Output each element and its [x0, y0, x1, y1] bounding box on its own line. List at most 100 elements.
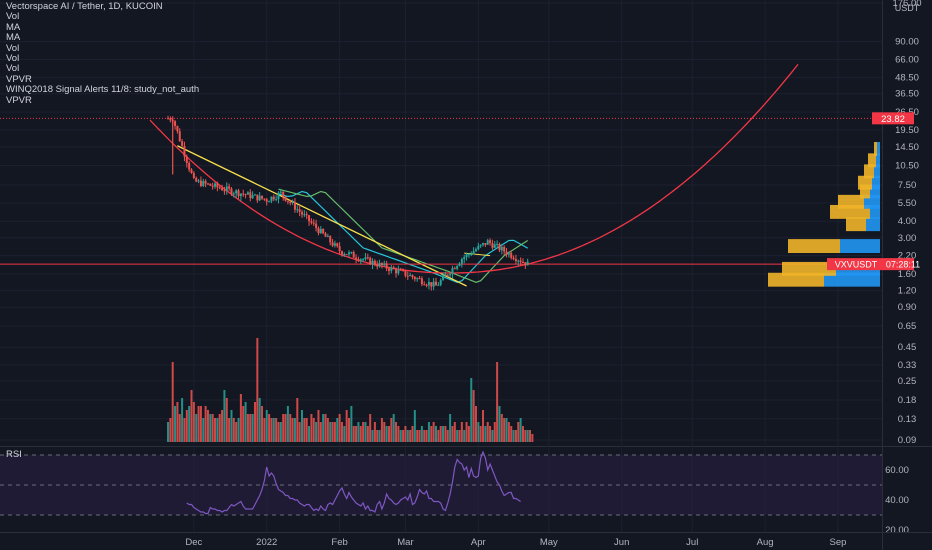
vpvr-bar-up: [824, 272, 880, 287]
volume-bar: [265, 410, 268, 442]
candle-body: [359, 259, 362, 261]
volume-bar: [174, 406, 177, 442]
volume-bar: [514, 430, 517, 442]
rsi-legend[interactable]: RSI: [6, 449, 22, 460]
candle-body: [176, 125, 179, 132]
candle-body: [199, 180, 202, 187]
candle-body: [463, 257, 466, 259]
volume-bar: [176, 402, 179, 442]
volume-bar: [239, 394, 242, 442]
time-axis-label: May: [540, 537, 558, 548]
high-price-marker-label: 23.82: [881, 114, 905, 125]
legend-indicator-vol[interactable]: Vol: [6, 42, 20, 54]
legend-indicator-signal[interactable]: WINQ2018 Signal Alerts 11/8: study_not_a…: [6, 84, 200, 96]
price-tick-label: 90.00: [895, 37, 919, 48]
volume-bar: [521, 426, 524, 442]
volume-bar: [519, 418, 522, 442]
candle-body: [383, 263, 386, 266]
price-tick-label: 14.50: [895, 142, 919, 153]
price-tick-label: 36.50: [895, 89, 919, 100]
candle-body: [279, 191, 282, 193]
volume-bar: [387, 426, 390, 442]
legend-indicator-vol[interactable]: Vol: [6, 11, 20, 23]
price-tick-label: 0.13: [898, 414, 917, 425]
volume-bar: [272, 418, 275, 442]
candle-body: [298, 209, 301, 212]
volume-bar: [432, 422, 435, 442]
candle-body: [202, 181, 205, 187]
candle-body: [230, 188, 233, 195]
volume-bar: [284, 414, 287, 442]
candle-body: [350, 252, 353, 254]
volume-bar: [458, 430, 461, 442]
legend-indicator-vol[interactable]: Vol: [6, 63, 20, 75]
time-axis-label: Jul: [686, 537, 698, 548]
vpvr-bar-up: [876, 153, 880, 168]
volume-bar: [489, 426, 492, 442]
volume-bar: [282, 414, 285, 442]
volume-bar: [439, 426, 442, 442]
legend-indicator-vol[interactable]: Vol: [6, 53, 20, 65]
price-axis[interactable]: 176.0090.0066.0048.5036.5026.5019.5014.5…: [827, 0, 922, 536]
legend-indicator-vpvr[interactable]: VPVR: [6, 94, 32, 106]
symbol-price-marker: [827, 258, 914, 271]
candle-body: [418, 278, 421, 280]
volume-bar: [305, 418, 308, 442]
trendline: [177, 145, 467, 287]
price-tick-label: 10.50: [895, 161, 919, 172]
volume-bar: [460, 422, 463, 442]
volume-bar: [183, 418, 186, 442]
volume-bar: [286, 406, 289, 442]
volume-bar: [348, 418, 351, 442]
candle-body: [291, 201, 294, 203]
volume-bar: [221, 410, 224, 442]
volume-bar: [399, 430, 402, 442]
volume-bar: [197, 406, 200, 442]
volume-bar: [449, 414, 452, 442]
candle-body: [270, 196, 273, 202]
volume-bar: [246, 414, 249, 442]
candle-body: [228, 186, 231, 189]
vpvr-bar-up: [877, 142, 880, 156]
candle-body: [324, 233, 327, 237]
candle-body: [312, 222, 315, 224]
legend-indicator-ma[interactable]: MA: [6, 21, 21, 33]
candle-body: [256, 194, 259, 201]
volume-bar: [261, 406, 264, 442]
candle-body: [380, 262, 383, 266]
volume-bars: [167, 338, 534, 442]
candle-body: [242, 193, 245, 195]
time-axis[interactable]: Dec 2022 Feb Mar Apr May Jun Jul Aug Sep: [0, 532, 932, 549]
symbol-marker-label: VXVUSDT: [835, 260, 878, 270]
legend-indicator-vpvr[interactable]: VPVR: [6, 73, 32, 85]
candle-body: [310, 221, 313, 223]
candle-body: [489, 240, 492, 244]
legend-indicator-ma[interactable]: MA: [6, 32, 21, 44]
volume-bar: [317, 410, 320, 442]
volume-bar: [211, 414, 214, 442]
volume-bar: [420, 426, 423, 442]
candle-body: [192, 173, 195, 178]
candle-body: [167, 118, 169, 120]
candle-body: [235, 190, 238, 194]
vpvr-profile: [768, 142, 880, 287]
candle-body: [178, 131, 181, 142]
candle-body: [169, 118, 172, 121]
volume-bar: [206, 410, 209, 442]
candle-body: [261, 195, 264, 199]
volume-bar: [406, 430, 409, 442]
candle-body: [183, 145, 186, 157]
candle-body: [333, 243, 336, 246]
price-tick-label: 0.65: [898, 321, 917, 332]
legend-title[interactable]: Vectorspace AI / Tether, 1D, KUCOIN: [6, 1, 163, 12]
price-tick-label: 3.00: [898, 233, 917, 244]
volume-bar: [376, 430, 379, 442]
candle-body: [188, 162, 191, 170]
candle-body: [456, 265, 459, 269]
price-tick-label: 176.00: [892, 0, 921, 9]
candle-body: [439, 280, 442, 285]
price-tick-label: 2.20: [898, 251, 917, 262]
candle-body: [524, 262, 527, 266]
volume-bar: [364, 422, 367, 442]
